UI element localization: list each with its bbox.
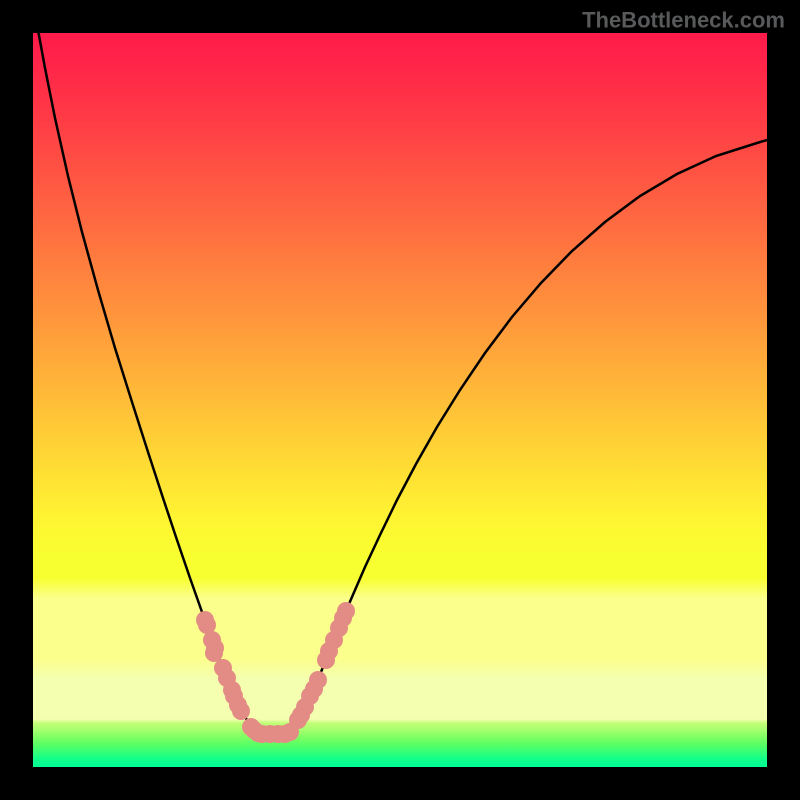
data-marker <box>232 702 250 720</box>
data-marker <box>337 602 355 620</box>
plot-background <box>33 33 767 767</box>
watermark-text: TheBottleneck.com <box>582 8 785 33</box>
chart-container: TheBottleneck.com <box>0 0 800 800</box>
data-marker <box>309 671 327 689</box>
chart-svg: TheBottleneck.com <box>0 0 800 800</box>
data-marker <box>205 644 223 662</box>
